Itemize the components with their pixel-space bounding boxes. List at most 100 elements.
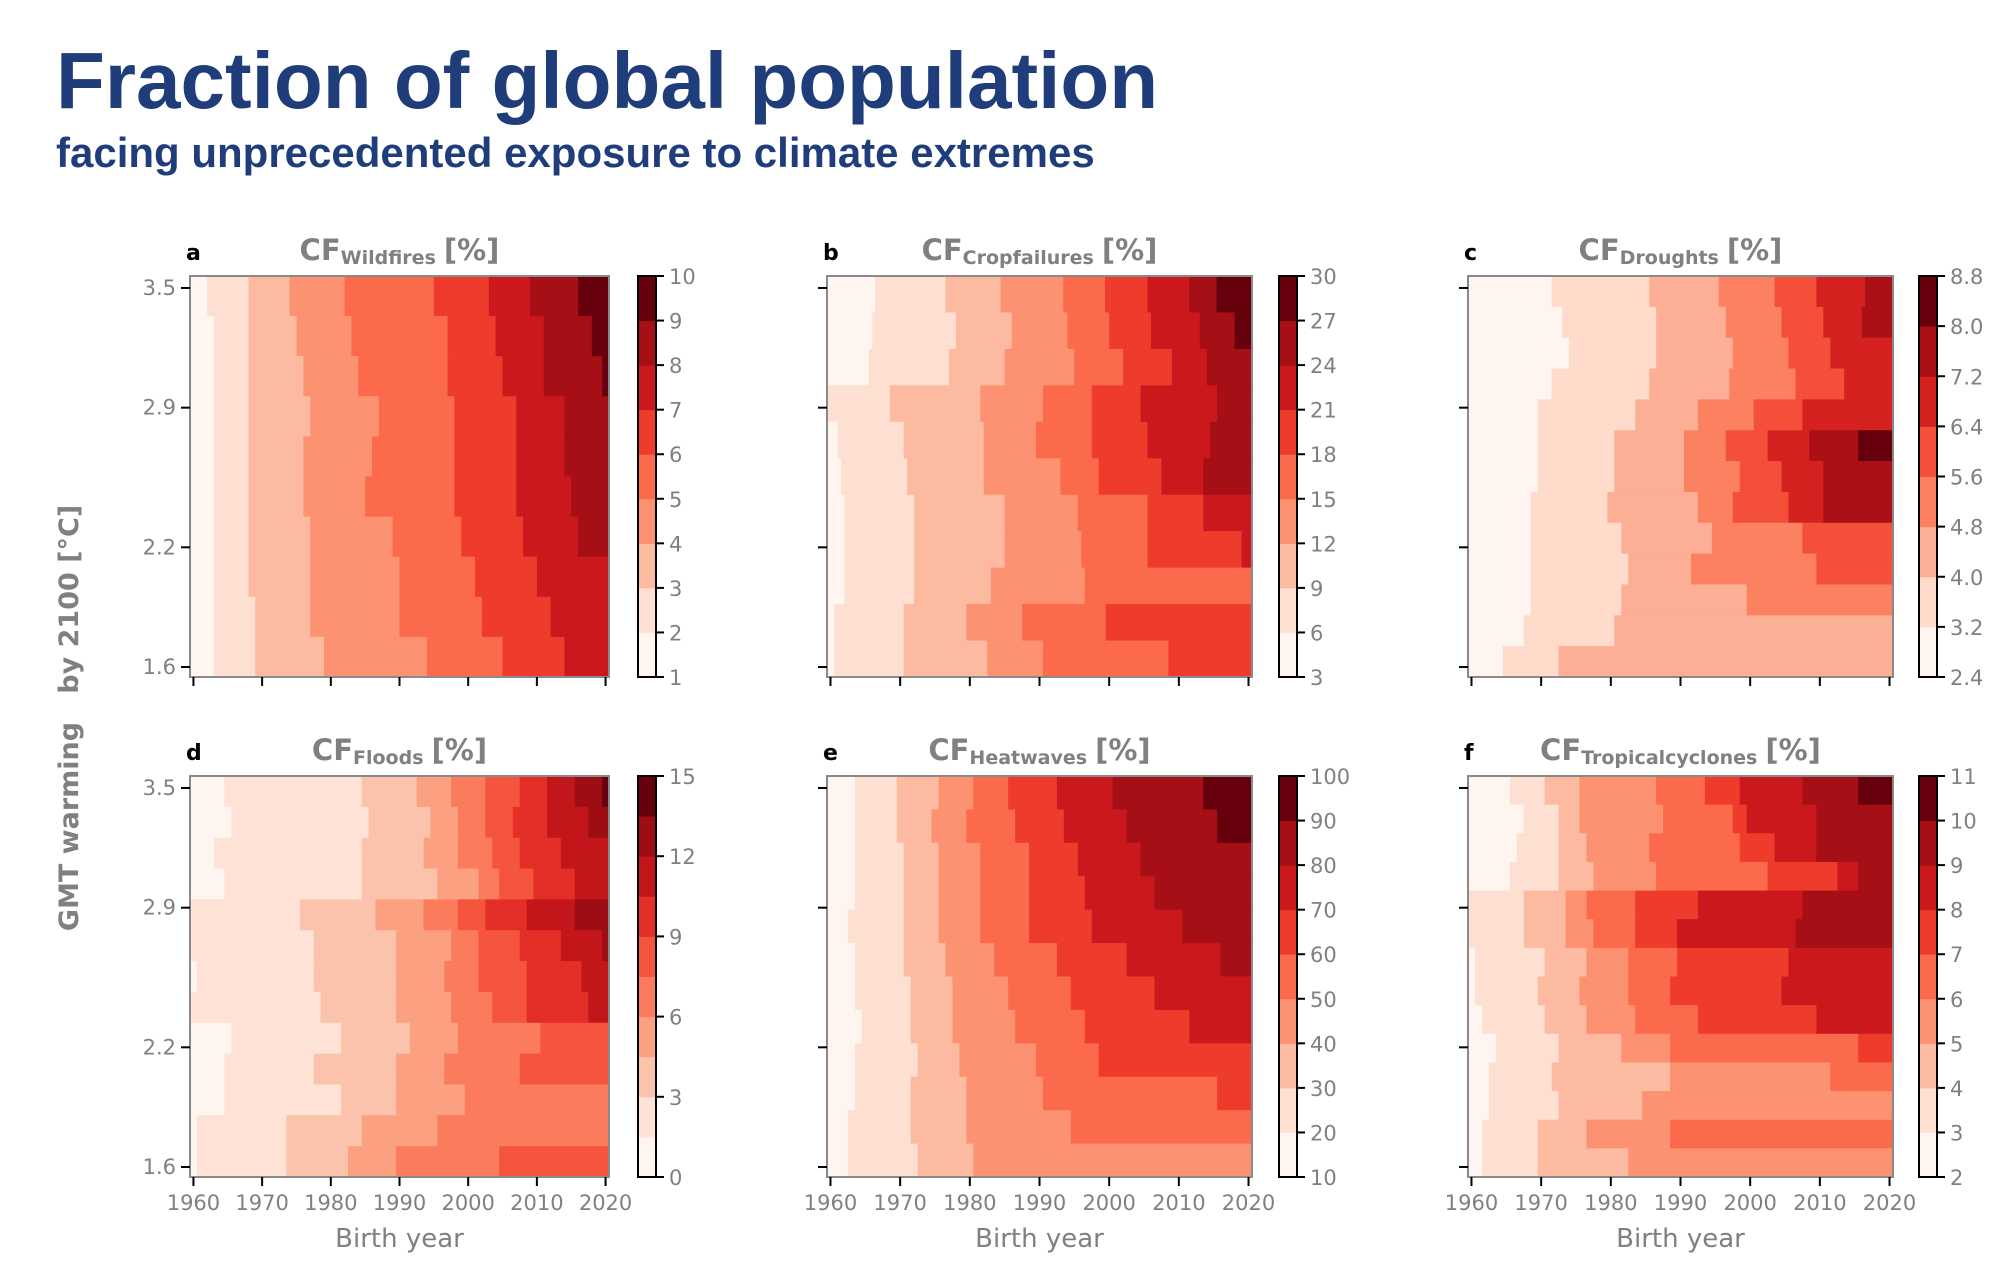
heatmap-cell: [827, 909, 849, 944]
x-tick-label: 1990: [1013, 1191, 1066, 1215]
heatmap-cell: [959, 1043, 1037, 1078]
heatmap-cell: [827, 421, 839, 459]
y-tick-label: 1.6: [143, 655, 176, 679]
heatmap-cell: [499, 1146, 610, 1178]
heatmap-cell: [231, 806, 370, 839]
heatmap-cell: [296, 316, 353, 357]
heatmap-cell: [973, 1143, 1253, 1178]
heatmap-cell: [1468, 276, 1553, 308]
colorbar-bin: [1279, 909, 1297, 955]
heatmap-cell: [910, 1110, 967, 1145]
panel-letter: a: [186, 241, 201, 266]
colorbar-bin: [638, 587, 656, 633]
heatmap-cell: [1203, 458, 1253, 496]
colorbar-bin: [1919, 326, 1937, 377]
heatmap-cell: [1468, 368, 1553, 400]
figure-subtitle: facing unprecedented exposure to climate…: [56, 129, 1095, 176]
heatmap-cell: [914, 567, 992, 605]
x-tick-label: 2000: [1723, 1191, 1776, 1215]
heatmap-cell: [255, 596, 311, 638]
heatmap-cell: [190, 930, 315, 962]
x-tick-label: 1970: [1514, 1191, 1567, 1215]
colorbar-tick-label: 6.4: [1950, 415, 1983, 439]
heatmap-cell: [224, 1084, 342, 1116]
heatmap-cell: [1468, 306, 1563, 339]
heatmap-cell: [574, 776, 603, 808]
heatmap-cell: [1781, 976, 1894, 1006]
heatmap-cell: [1091, 385, 1142, 423]
panel-title: CFFloods [%]: [312, 733, 487, 769]
heatmap-cell: [1670, 1062, 1831, 1092]
heatmap-cell: [214, 316, 249, 357]
heatmap-cell: [588, 806, 610, 839]
heatmap-cell: [1206, 348, 1253, 386]
heatmap-cell: [1781, 461, 1824, 493]
colorbar-bin: [1919, 1087, 1937, 1133]
heatmap-cell: [1614, 430, 1685, 462]
heatmap-cell: [396, 961, 445, 993]
heatmap-cell: [1732, 337, 1790, 370]
colorbar-tick-label: 9: [669, 310, 682, 334]
heatmap-cell: [854, 1043, 919, 1078]
heatmap-cell: [451, 776, 486, 808]
heatmap-cell: [478, 930, 521, 962]
heatmap-cell: [1837, 861, 1859, 892]
title-unit: [%]: [1765, 733, 1821, 767]
heatmap-cell: [475, 556, 538, 598]
colorbar-tick-label: 30: [1310, 265, 1337, 289]
heatmap-cell: [1865, 276, 1894, 308]
heatmap-cell: [358, 356, 449, 397]
heatmap-cell: [1241, 531, 1253, 569]
colorbar-tick-label: 4: [1950, 1077, 1963, 1101]
heatmap-cell: [1677, 947, 1790, 978]
heatmap-cell: [1008, 776, 1058, 811]
heatmap-cell: [1468, 804, 1525, 834]
colorbar-bin: [638, 856, 656, 897]
title-unit: [%]: [1102, 233, 1158, 267]
heatmap-cell: [1063, 809, 1128, 844]
heatmap-cell: [1147, 276, 1190, 314]
heatmap-cell: [1468, 553, 1532, 586]
heatmap-cell: [1042, 1076, 1218, 1111]
heatmap-cell: [1746, 584, 1894, 616]
heatmap-cell: [1011, 312, 1068, 350]
heatmap-cell: [1468, 615, 1525, 647]
heatmap-cell: [1182, 909, 1253, 944]
y-tick-label: 2.9: [143, 396, 176, 420]
heatmap-cell: [1217, 385, 1253, 423]
heatmap-cell: [516, 436, 565, 478]
heatmap-cell: [547, 806, 589, 839]
heatmap-cell: [540, 1022, 610, 1055]
heatmap-cell: [910, 976, 954, 1011]
panel-title: CFDroughts [%]: [1579, 233, 1783, 269]
heatmap-cell: [1481, 1005, 1546, 1035]
heatmap-cell: [375, 899, 425, 931]
heatmap-cell: [578, 516, 610, 558]
heatmap-cell: [1551, 276, 1650, 308]
panel-letter: e: [823, 741, 838, 766]
heatmap-cell: [1523, 804, 1560, 834]
heatmap-cell: [481, 596, 552, 638]
heatmap-cell: [1509, 776, 1546, 806]
heatmap-cell: [1649, 368, 1730, 400]
colorbar-frame: [1918, 775, 1938, 1178]
heatmap-cell: [1670, 1119, 1894, 1149]
colorbar-tick-label: 70: [1310, 899, 1337, 923]
heatmap-cell: [303, 356, 359, 397]
colorbar: 0 3 6 9 12 15: [637, 765, 696, 1190]
heatmap-cell: [907, 458, 985, 496]
colorbar-bin: [638, 320, 656, 366]
heatmap-cell: [1621, 584, 1748, 616]
colorbar-tick-label: 10: [1310, 1166, 1337, 1190]
heatmap-cell: [591, 316, 610, 357]
heatmap-cell: [1635, 890, 1699, 920]
heatmap-cell: [1725, 306, 1783, 339]
heatmap-cell: [1123, 348, 1173, 386]
colorbar-bin: [1279, 998, 1297, 1044]
heatmap-cell: [190, 868, 225, 900]
y-tick-label: 1.6: [143, 1155, 176, 1179]
colorbar-bin: [1279, 865, 1297, 911]
heatmap-cell: [437, 868, 480, 900]
heatmap-cell: [1565, 919, 1595, 949]
